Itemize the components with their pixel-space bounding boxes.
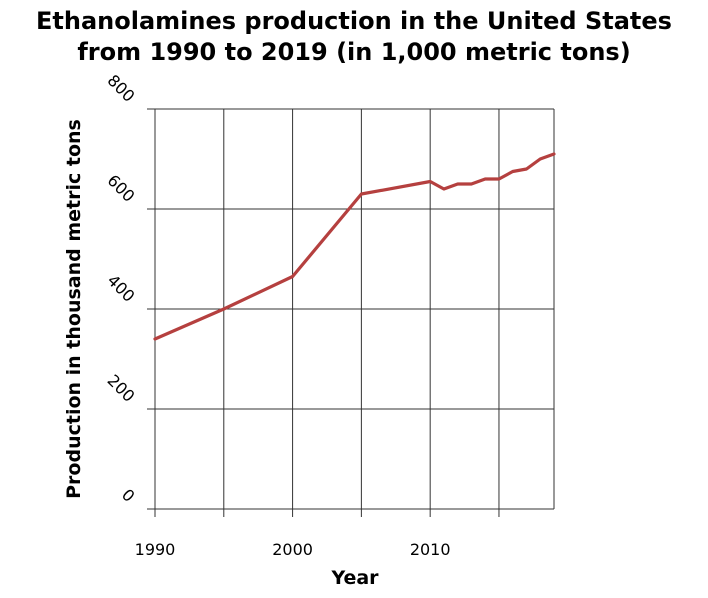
- x-axis-label: Year: [330, 567, 379, 589]
- x-tick-label: 1990: [135, 540, 176, 559]
- x-tick-label: 2000: [272, 540, 313, 559]
- y-tick-label: 600: [104, 171, 139, 206]
- x-axis-ticks: 1990 2000 2010: [135, 509, 500, 559]
- chart-title-line-2: from 1990 to 2019 (in 1,000 metric tons): [77, 38, 631, 66]
- chart-title: Ethanolamines production in the United S…: [0, 6, 708, 68]
- series-line: [153, 152, 556, 341]
- grid-lines: [154, 108, 555, 510]
- y-tick-label: 400: [104, 271, 139, 306]
- y-axis-label: Production in thousand metric tons: [63, 119, 85, 499]
- y-tick-label: 0: [118, 485, 139, 506]
- x-tick-label: 2010: [410, 540, 451, 559]
- y-tick-label: 200: [104, 371, 139, 406]
- y-axis-ticks: 0 200 400 600 800: [104, 71, 155, 510]
- chart-title-line-1: Ethanolamines production in the United S…: [36, 7, 672, 35]
- series-lines: [153, 152, 556, 341]
- y-tick-label: 800: [104, 71, 139, 106]
